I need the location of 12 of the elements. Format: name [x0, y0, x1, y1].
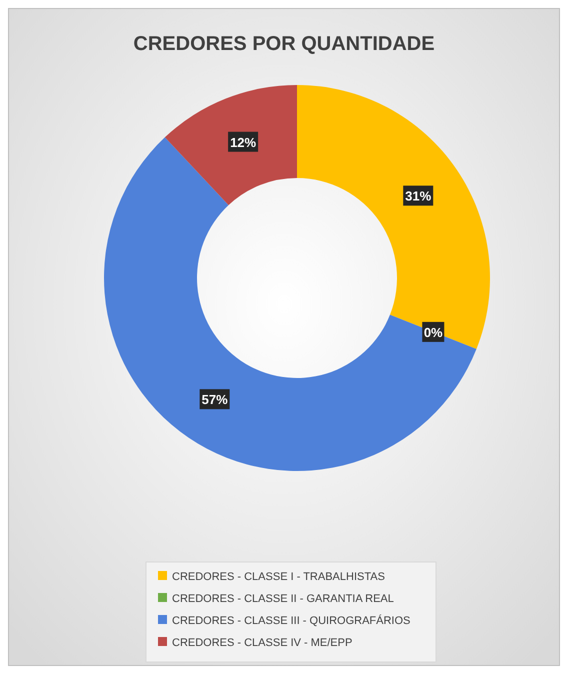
legend-label: CREDORES - CLASSE IV - ME/EPP — [172, 637, 352, 649]
data-label: 31% — [405, 188, 432, 204]
donut-slice — [297, 85, 490, 350]
donut-slice — [164, 85, 297, 206]
legend-label: CREDORES - CLASSE III - QUIROGRAFÁRIOS — [172, 614, 410, 627]
donut-slice — [104, 137, 476, 471]
legend-label: CREDORES - CLASSE II - GARANTIA REAL — [172, 593, 394, 605]
data-label: 12% — [230, 134, 257, 150]
chart-title: CREDORES POR QUANTIDADE — [133, 33, 435, 55]
legend-label: CREDORES - CLASSE I - TRABALHISTAS — [172, 571, 385, 583]
text: 0% — [424, 324, 443, 340]
data-label: 57% — [202, 392, 228, 408]
